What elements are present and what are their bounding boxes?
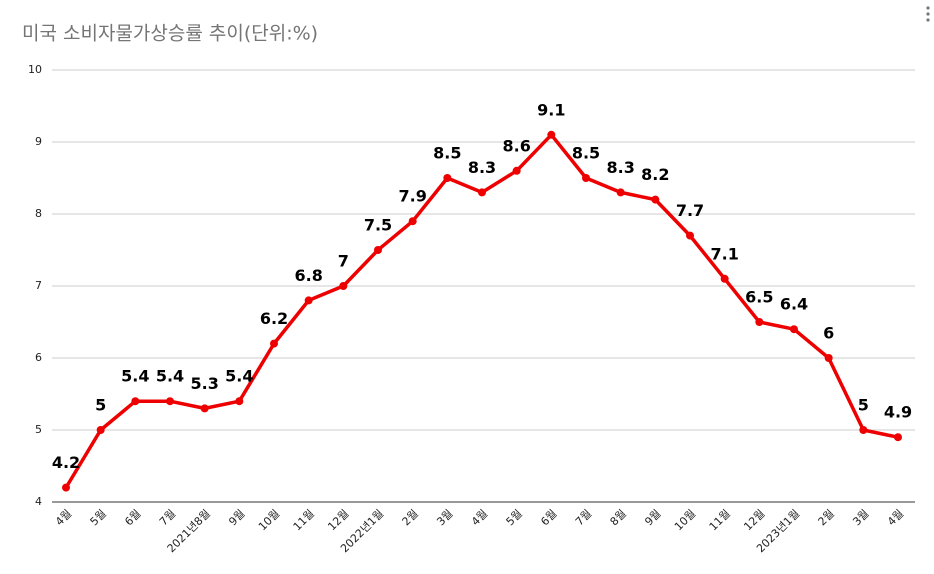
- data-point: [790, 325, 798, 334]
- x-tick-label: 11월: [707, 507, 733, 533]
- x-tick-label: 4월: [469, 507, 490, 528]
- x-tick-label: 4월: [885, 507, 906, 528]
- data-label: 8.3: [606, 158, 634, 177]
- data-point: [616, 188, 625, 197]
- data-label: 8.3: [468, 158, 496, 177]
- x-tick-label: 2월: [816, 507, 837, 528]
- x-tick-label: 12월: [325, 507, 351, 533]
- data-label: 7.9: [398, 187, 426, 206]
- data-label: 7.5: [364, 216, 392, 235]
- x-tick-label: 9월: [642, 507, 663, 528]
- y-tick-label: 5: [35, 423, 42, 436]
- data-point: [304, 296, 313, 305]
- x-tick-label: 5월: [88, 507, 109, 528]
- data-point: [374, 246, 382, 254]
- data-label: 5.4: [156, 367, 184, 386]
- data-point: [339, 282, 348, 290]
- x-tick-label: 9월: [226, 507, 247, 528]
- data-point: [270, 339, 278, 348]
- x-tick-label: 5월: [504, 507, 525, 528]
- data-label: 6.2: [260, 309, 288, 328]
- chart-title: 미국 소비자물가상승률 추이(단위:%): [22, 23, 318, 45]
- data-point: [443, 174, 452, 182]
- data-point: [720, 274, 729, 283]
- data-point: [894, 433, 902, 442]
- x-tick-label: 10월: [256, 507, 282, 533]
- data-label: 5.4: [121, 367, 149, 386]
- x-tick-label: 4월: [53, 507, 74, 528]
- y-tick-label: 4: [35, 495, 42, 508]
- data-label: 7: [338, 252, 349, 271]
- y-tick-label: 9: [35, 135, 42, 148]
- data-point: [166, 397, 174, 406]
- data-label: 7.7: [676, 201, 704, 220]
- y-tick-label: 10: [28, 63, 42, 76]
- x-tick-label: 6월: [538, 507, 559, 528]
- data-point: [96, 426, 105, 434]
- x-tick-label: 3월: [434, 507, 455, 528]
- y-tick-label: 7: [35, 279, 42, 292]
- data-point: [755, 318, 764, 326]
- x-tick-label: 7월: [573, 507, 594, 528]
- data-label: 8.6: [502, 136, 530, 155]
- data-label: 7.1: [710, 244, 738, 263]
- data-point: [547, 130, 556, 139]
- data-label: 6.5: [745, 288, 773, 307]
- data-point: [686, 231, 694, 240]
- data-label: 9.1: [537, 100, 565, 119]
- data-point: [235, 397, 244, 406]
- data-label: 5.4: [225, 367, 253, 386]
- data-label: 8.2: [641, 165, 669, 184]
- y-tick-label: 6: [35, 351, 42, 364]
- data-label: 8.5: [433, 144, 461, 163]
- data-point: [651, 195, 660, 204]
- data-label: 4.9: [884, 403, 912, 422]
- data-point: [859, 426, 868, 434]
- data-label: 5.3: [190, 374, 218, 393]
- data-point: [512, 166, 521, 175]
- data-point: [131, 397, 140, 406]
- data-label: 8.5: [572, 144, 600, 163]
- data-label: 6.4: [780, 295, 808, 314]
- data-label: 6.8: [294, 266, 322, 285]
- x-tick-label: 11월: [291, 507, 317, 533]
- data-label: 6: [823, 324, 834, 343]
- data-point: [824, 354, 833, 362]
- x-tick-label: 3월: [850, 507, 871, 528]
- series-line: [64, 133, 899, 489]
- data-point: [408, 217, 417, 226]
- data-point: [478, 188, 486, 197]
- y-tick-label: 8: [35, 207, 42, 220]
- x-tick-label: 7월: [157, 507, 178, 528]
- x-tick-label: 8월: [608, 507, 629, 528]
- data-label: 5: [95, 396, 106, 415]
- data-label: 5: [858, 396, 869, 415]
- x-tick-label: 2월: [400, 507, 421, 528]
- data-point: [200, 404, 209, 413]
- x-tick-label: 6월: [122, 507, 143, 528]
- menu-icon[interactable]: [926, 6, 930, 22]
- data-point: [582, 174, 590, 182]
- data-point: [62, 483, 70, 492]
- x-tick-label: 12월: [741, 507, 767, 533]
- data-label: 4.2: [52, 453, 80, 472]
- x-tick-label: 10월: [672, 507, 698, 533]
